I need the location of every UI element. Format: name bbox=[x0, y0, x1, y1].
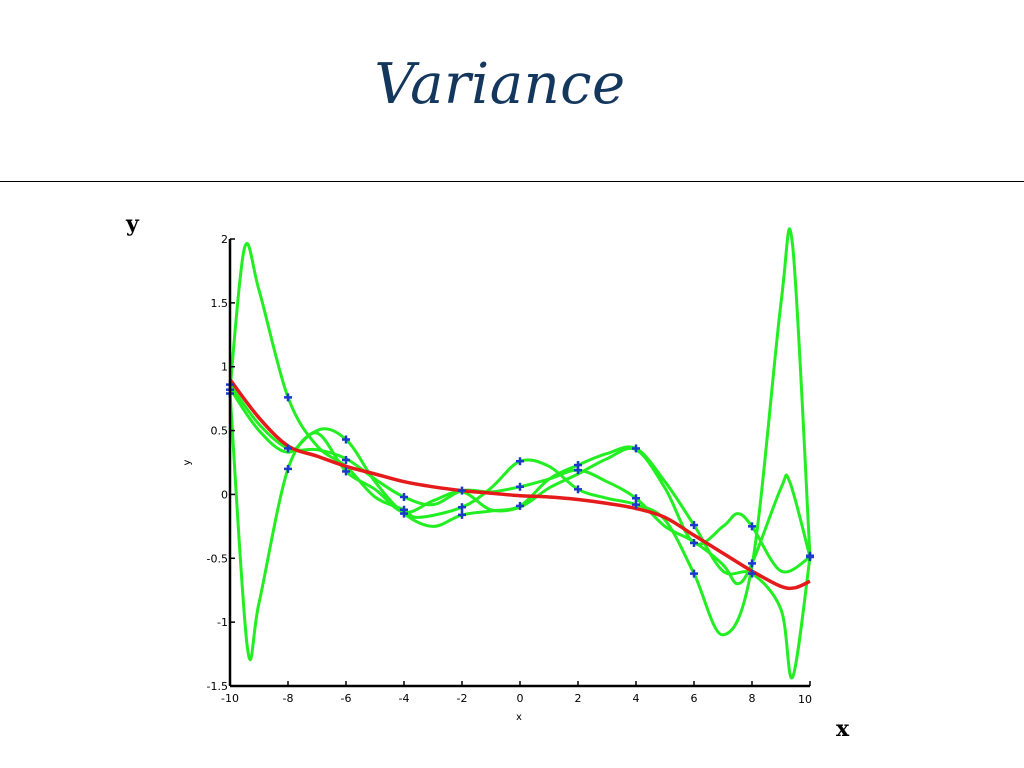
y-tick-label: 1.5 bbox=[211, 297, 229, 310]
y-tick-label: 1 bbox=[221, 361, 228, 374]
data-point-marker bbox=[748, 569, 756, 578]
curves-layer bbox=[228, 227, 812, 680]
data-point-marker bbox=[400, 509, 408, 518]
axes-layer: -1.5 -1 -0.5 0 0.5 1 1.5 2 -10 -8 -6 -4 -2 0 2 4 6 8 10 bbox=[207, 233, 812, 706]
title-divider bbox=[0, 181, 1024, 182]
y-tick-label: 0.5 bbox=[211, 425, 229, 438]
x-tick-label: 4 bbox=[633, 692, 640, 705]
y-tick-label: 0 bbox=[221, 488, 228, 501]
outer-y-label: y bbox=[126, 211, 139, 237]
data-point-marker bbox=[516, 457, 524, 466]
x-tick-label: 8 bbox=[749, 692, 756, 705]
x-tick-label: 10 bbox=[798, 693, 812, 706]
data-point-marker bbox=[574, 466, 582, 475]
data-point-marker bbox=[806, 551, 814, 560]
chart-y-axis-label: y bbox=[182, 459, 193, 465]
data-point-marker bbox=[748, 559, 756, 568]
sample-curve-1 bbox=[228, 227, 812, 637]
x-tick-label: -8 bbox=[283, 692, 294, 705]
data-point-marker bbox=[748, 522, 756, 531]
x-tick-label: -2 bbox=[457, 692, 468, 705]
data-point-marker bbox=[458, 486, 466, 495]
x-tick-label: 0 bbox=[517, 692, 524, 705]
data-point-marker bbox=[342, 435, 350, 444]
data-point-marker bbox=[458, 510, 466, 519]
data-point-marker bbox=[458, 503, 466, 512]
data-point-marker bbox=[284, 444, 292, 453]
slide-title: Variance bbox=[374, 52, 626, 117]
data-point-marker bbox=[690, 538, 698, 547]
data-point-marker bbox=[632, 444, 640, 453]
x-tick-label: 2 bbox=[575, 692, 582, 705]
outer-x-label: x bbox=[836, 716, 850, 742]
data-point-marker bbox=[690, 521, 698, 530]
y-tick-label: -1.5 bbox=[207, 680, 228, 693]
x-tick-label: -4 bbox=[399, 692, 410, 705]
y-tick-label: -1 bbox=[217, 616, 228, 629]
data-point-marker bbox=[632, 500, 640, 509]
markers-layer bbox=[226, 380, 814, 578]
y-tick-label: -0.5 bbox=[207, 552, 228, 565]
data-point-marker bbox=[516, 501, 524, 510]
data-point-marker bbox=[284, 464, 292, 473]
chart-x-axis-label: x bbox=[516, 712, 522, 723]
y-tick-label: 2 bbox=[221, 233, 228, 246]
data-point-marker bbox=[574, 485, 582, 494]
x-tick-label: -10 bbox=[221, 692, 239, 705]
data-point-marker bbox=[284, 393, 292, 402]
data-point-marker bbox=[342, 455, 350, 464]
data-point-marker bbox=[516, 482, 524, 491]
data-point-marker bbox=[342, 467, 350, 476]
x-tick-label: 6 bbox=[691, 692, 698, 705]
mean-curve bbox=[228, 378, 811, 591]
x-tick-label: -6 bbox=[341, 692, 352, 705]
data-point-marker bbox=[400, 492, 408, 501]
sample-curve-4 bbox=[228, 387, 811, 574]
data-point-marker bbox=[690, 569, 698, 578]
sample-curve-3 bbox=[228, 383, 812, 586]
